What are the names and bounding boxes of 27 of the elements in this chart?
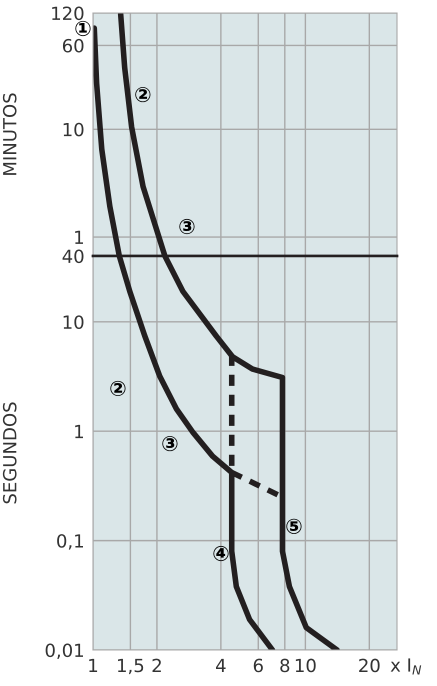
text: ① [75,20,91,36]
annotation: ② [135,86,150,102]
x-axis-title: x I$_{N}$ [390,658,422,675]
y-tick-label: 1 [75,424,83,438]
annotation: ⑤ [286,518,302,534]
y-tick-label: 120 [52,6,84,20]
y-tick-label: 40 [62,249,84,264]
y-tick-label: 0,01 [46,643,83,659]
annotation: ③ [162,436,178,452]
y-tick-label: 1 [75,230,83,244]
x-tick-label: 1 [89,658,98,672]
y-axis-title: MINUTOS [2,93,17,175]
y-tick-label: 10 [64,122,84,136]
y-tick-label: 0,1 [57,534,83,550]
x-tick-label: 6 [254,658,263,672]
annotation: ④ [213,546,229,562]
y-axis-title: SEGUNDOS [2,402,17,504]
x-tick-label: 4 [216,658,226,672]
y-tick-label: 60 [62,38,84,53]
annotation: ② [110,380,126,396]
y-tick-label: 10 [64,315,84,329]
annotation: ③ [179,218,195,234]
x-tick-label: 1,5 [118,658,144,674]
x-tick-label: 20 [359,658,380,672]
x-tick-label: 8 [280,658,290,672]
x-tick-label: 2 [152,658,161,672]
x-tick-label: 10 [296,658,316,672]
